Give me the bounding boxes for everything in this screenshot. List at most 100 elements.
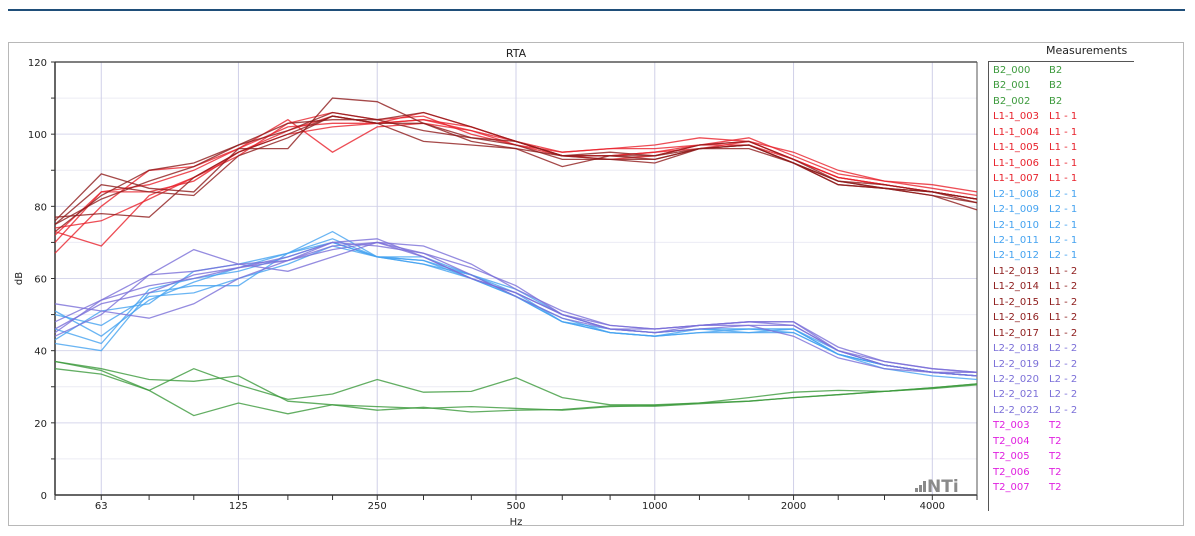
legend-group-name: B2 <box>1049 95 1063 107</box>
logo-bar <box>923 481 926 492</box>
legend-item[interactable]: T2_006 T2 <box>993 467 1061 479</box>
legend-measurement-name: B2_001 <box>993 80 1031 92</box>
legend-item[interactable]: L1-1_006 L1 - 1 <box>993 158 1077 170</box>
legend-measurement-name: L2-1_008 <box>993 188 1039 200</box>
series-line-L1-2_017 <box>54 119 978 225</box>
x-tick-label: 500 <box>506 501 525 512</box>
legend-measurement-name: L2-2_020 <box>993 374 1039 385</box>
legend-measurement-name: L1-2_016 <box>993 312 1039 324</box>
series-line-L2-2_020 <box>54 241 978 377</box>
y-tick-label: 40 <box>34 347 47 358</box>
legend-group-name: L2 - 2 <box>1049 389 1078 401</box>
legend-item[interactable]: T2_004 T2 <box>993 436 1061 448</box>
legend-item[interactable]: L2-2_021 L2 - 2 <box>993 389 1077 401</box>
legend-item[interactable]: L2-1_012 L2 - 1 <box>993 250 1077 262</box>
legend-group-name: L1 - 1 <box>1049 142 1078 154</box>
y-tick-label: 100 <box>28 130 47 141</box>
legend-measurement-name: T2_006 <box>993 466 1030 478</box>
legend-border <box>988 61 989 511</box>
legend-group-name: L2 - 1 <box>1049 204 1078 216</box>
y-axis-label: dB <box>14 272 25 285</box>
legend-measurement-name: B2_000 <box>993 65 1031 76</box>
legend-measurement-name: L2-2_018 <box>993 343 1039 355</box>
x-tick-label: 1000 <box>642 501 667 512</box>
logo-text: NTi <box>927 477 959 497</box>
legend-measurement-name: L2-1_009 <box>993 204 1039 216</box>
legend-measurement-name: L1-1_004 <box>993 126 1039 138</box>
legend-item[interactable]: B2_002 B2 <box>993 96 1062 108</box>
legend-title: Measurements <box>1046 44 1128 57</box>
legend-group-name: L1 - 2 <box>1049 312 1078 324</box>
legend-group-name: T2 <box>1049 482 1062 494</box>
legend-measurement-name: L1-2_017 <box>993 327 1039 339</box>
legend-group-name: L2 - 2 <box>1049 404 1078 416</box>
legend-item[interactable]: L2-2_019 L2 - 2 <box>993 359 1077 371</box>
legend-item[interactable]: L2-1_011 L2 - 1 <box>993 235 1077 247</box>
legend-group-name: L2 - 2 <box>1049 358 1078 370</box>
legend-divider <box>989 61 1134 62</box>
chart-panel <box>8 42 1184 526</box>
legend-item[interactable]: L2-1_009 L2 - 1 <box>993 204 1077 216</box>
legend-group-name: L2 - 1 <box>1049 250 1078 262</box>
legend-measurement-name: L1-1_003 <box>993 111 1039 123</box>
legend-item[interactable]: L1-1_003 L1 - 1 <box>993 111 1077 123</box>
legend-group-name: L2 - 2 <box>1049 374 1078 385</box>
legend-group-name: B2 <box>1049 65 1063 76</box>
legend-group-name: L1 - 2 <box>1049 265 1078 277</box>
legend-item[interactable]: B2_000 B2 <box>993 65 1062 77</box>
legend-item[interactable]: L2-1_008 L2 - 1 <box>993 189 1077 201</box>
legend-group-name: L1 - 1 <box>1049 111 1078 123</box>
legend-item[interactable]: T2_005 T2 <box>993 451 1061 463</box>
series-line-L2-2_022 <box>54 238 977 373</box>
series-line-B2_000 <box>54 360 978 406</box>
legend-group-name: L2 - 1 <box>1049 219 1078 231</box>
legend-group-name: L2 - 2 <box>1049 343 1078 355</box>
legend-item[interactable]: L1-2_017 L1 - 2 <box>993 328 1077 340</box>
x-tick-label: 2000 <box>781 501 806 512</box>
header-divider <box>8 9 1185 11</box>
y-tick-label: 120 <box>28 58 47 69</box>
legend-measurement-name: L1-2_013 <box>993 265 1039 277</box>
x-tick-label: 4000 <box>920 501 945 512</box>
legend-item[interactable]: T2_003 T2 <box>993 420 1061 432</box>
legend-item[interactable]: L1-1_004 L1 - 1 <box>993 127 1077 139</box>
legend-measurement-name: L2-1_011 <box>993 234 1039 246</box>
x-axis-label: Hz <box>510 517 523 528</box>
legend-item[interactable]: B2_001 B2 <box>993 80 1062 92</box>
legend-item[interactable]: L1-2_016 L1 - 2 <box>993 312 1077 324</box>
x-tick-label: 125 <box>229 501 248 512</box>
legend-group-name: L1 - 1 <box>1049 126 1078 138</box>
legend-measurement-name: L2-2_021 <box>993 389 1039 401</box>
legend-item[interactable]: L1-2_013 L1 - 2 <box>993 266 1077 278</box>
legend-item[interactable]: L2-2_022 L2 - 2 <box>993 405 1077 417</box>
legend-group-name: T2 <box>1049 435 1062 447</box>
legend-measurement-name: T2_005 <box>993 451 1030 463</box>
legend-item[interactable]: L2-2_020 L2 - 2 <box>993 374 1077 386</box>
legend-measurement-name: T2_007 <box>993 482 1030 494</box>
legend-group-name: L1 - 2 <box>1049 296 1078 308</box>
logo-bar <box>915 488 918 492</box>
legend-item[interactable]: L1-2_014 L1 - 2 <box>993 281 1077 293</box>
legend-item[interactable]: L1-1_007 L1 - 1 <box>993 173 1077 185</box>
y-tick-label: 80 <box>34 202 47 213</box>
y-tick-label: 60 <box>34 275 47 286</box>
legend-item[interactable]: L1-1_005 L1 - 1 <box>993 142 1077 154</box>
y-tick-label: 20 <box>34 419 47 430</box>
legend-item[interactable]: L2-1_010 L2 - 1 <box>993 220 1077 232</box>
legend-group-name: T2 <box>1049 451 1062 463</box>
legend-measurement-name: B2_002 <box>993 95 1031 107</box>
legend-group-name: L1 - 2 <box>1049 327 1078 339</box>
legend-item[interactable]: T2_007 T2 <box>993 482 1061 494</box>
legend-measurement-name: T2_004 <box>993 435 1030 447</box>
legend-measurement-name: L1-1_007 <box>993 173 1039 185</box>
legend-group-name: T2 <box>1049 420 1062 432</box>
legend-measurement-name: T2_003 <box>993 420 1030 432</box>
legend-group-name: L2 - 1 <box>1049 234 1078 246</box>
legend-measurement-name: L1-2_014 <box>993 281 1039 293</box>
series-line-L1-2_015 <box>54 115 978 225</box>
legend-item[interactable]: L2-2_018 L2 - 2 <box>993 343 1077 355</box>
legend-group-name: L2 - 1 <box>1049 188 1078 200</box>
legend-item[interactable]: L1-2_015 L1 - 2 <box>993 297 1077 309</box>
series-line-B2_002 <box>54 368 978 417</box>
